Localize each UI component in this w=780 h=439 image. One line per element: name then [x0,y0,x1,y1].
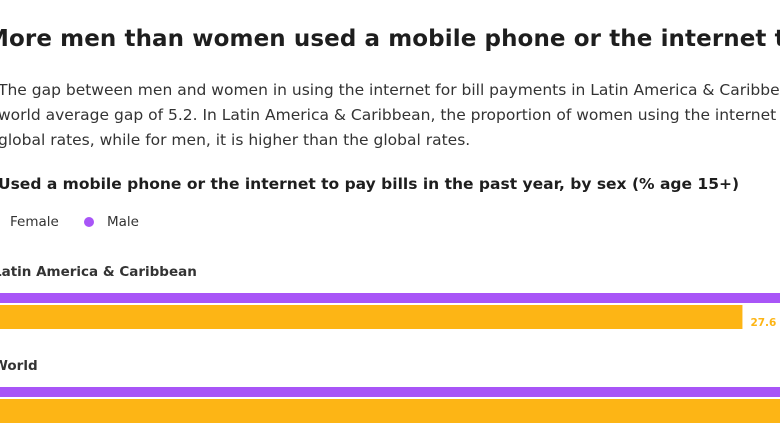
bar-female[interactable] [0,399,780,423]
description-line-3: global rates, while for men, it is highe… [0,131,471,149]
category-label: Latin America & Caribbean [0,264,197,280]
description-line-1: The gap between men and women in using t… [0,81,780,99]
bar-chart: Latin America & Caribbean 27.6 World [0,264,780,423]
bar-female[interactable] [0,305,743,329]
chart-title: Used a mobile phone or the internet to p… [0,175,740,193]
category-label: World [0,358,38,374]
data-label-female: 27.6 [750,317,776,329]
legend-swatch-male [84,217,94,227]
description: The gap between men and women in using t… [0,78,780,153]
description-line-2: world average gap of 5.2. In Latin Ameri… [0,106,777,124]
legend-label-male: Male [107,214,139,230]
legend-label-female: Female [10,214,59,230]
page-title: More men than women used a mobile phone … [0,26,780,52]
bar-male[interactable] [0,387,780,397]
bar-male[interactable] [0,293,780,303]
